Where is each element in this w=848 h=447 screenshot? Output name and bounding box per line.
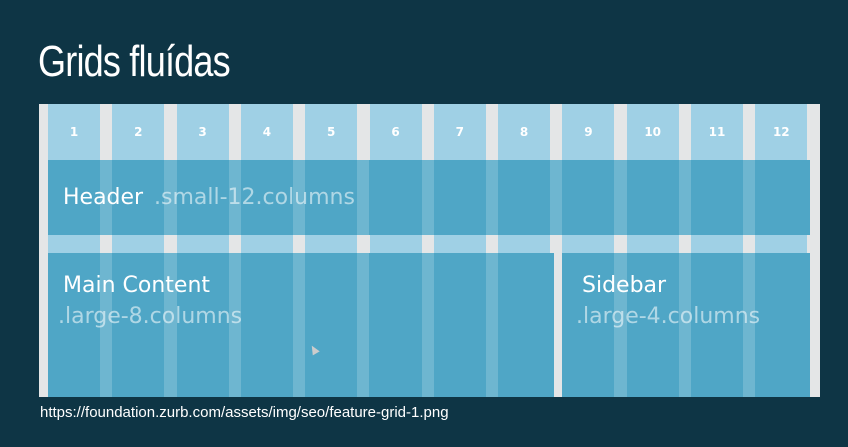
column-gutter: [100, 160, 113, 235]
column-number: 8: [519, 125, 529, 139]
column-number: 5: [327, 125, 336, 139]
column-number: 2: [134, 125, 143, 139]
column-number: 11: [708, 125, 726, 139]
column-gutter: [485, 160, 499, 235]
column-gutter: [292, 160, 306, 235]
header-label: Header: [63, 185, 144, 210]
column-number: 12: [772, 125, 790, 139]
column-gutter: [228, 253, 241, 397]
column-number: 4: [262, 125, 272, 139]
main-content-class-name: .large-8.columns: [58, 304, 243, 329]
column-number: 1: [69, 125, 79, 139]
main-content-label: Main Content: [63, 273, 211, 298]
column-gutter: [614, 160, 627, 235]
column-gutter: [421, 253, 434, 397]
sidebar-label: Sidebar: [582, 273, 667, 298]
column-gutter: [678, 160, 691, 235]
sidebar-class-name: .large-4.columns: [576, 304, 761, 329]
source-url: https://foundation.zurb.com/assets/img/s…: [40, 404, 449, 421]
column-gutter: [100, 253, 113, 397]
column-gutter: [485, 253, 499, 397]
column-gutter: [421, 160, 434, 235]
header-class-name: .small-12.columns: [154, 185, 355, 210]
column-gutter: [678, 253, 691, 397]
main-content-block: Main Content .large-8.columns: [48, 253, 554, 397]
column-gutter: [357, 160, 370, 235]
header-block: Header .small-12.columns: [48, 160, 810, 235]
column-number: 7: [455, 125, 464, 139]
column-gutter: [164, 253, 177, 397]
column-number: 10: [644, 125, 662, 139]
column-number: 6: [391, 125, 400, 139]
column-gutter: [743, 160, 756, 235]
column-gutter: [614, 253, 627, 397]
column-gutter: [292, 253, 306, 397]
column-gutter: [164, 160, 177, 235]
column-gutter: [228, 160, 241, 235]
column-gutter: [357, 253, 370, 397]
column-number: 9: [584, 125, 593, 139]
column-gutter: [550, 160, 563, 235]
column-gutter: [743, 253, 756, 397]
column-number: 3: [198, 125, 207, 139]
grid-diagram: 1 2 3 4 5 6 7 8 9 10 11 12 Header .small-12.columns…: [39, 104, 820, 397]
sidebar-block: Sidebar .large-4.columns: [562, 253, 810, 397]
slide-title: Grids fluídas: [38, 37, 231, 86]
